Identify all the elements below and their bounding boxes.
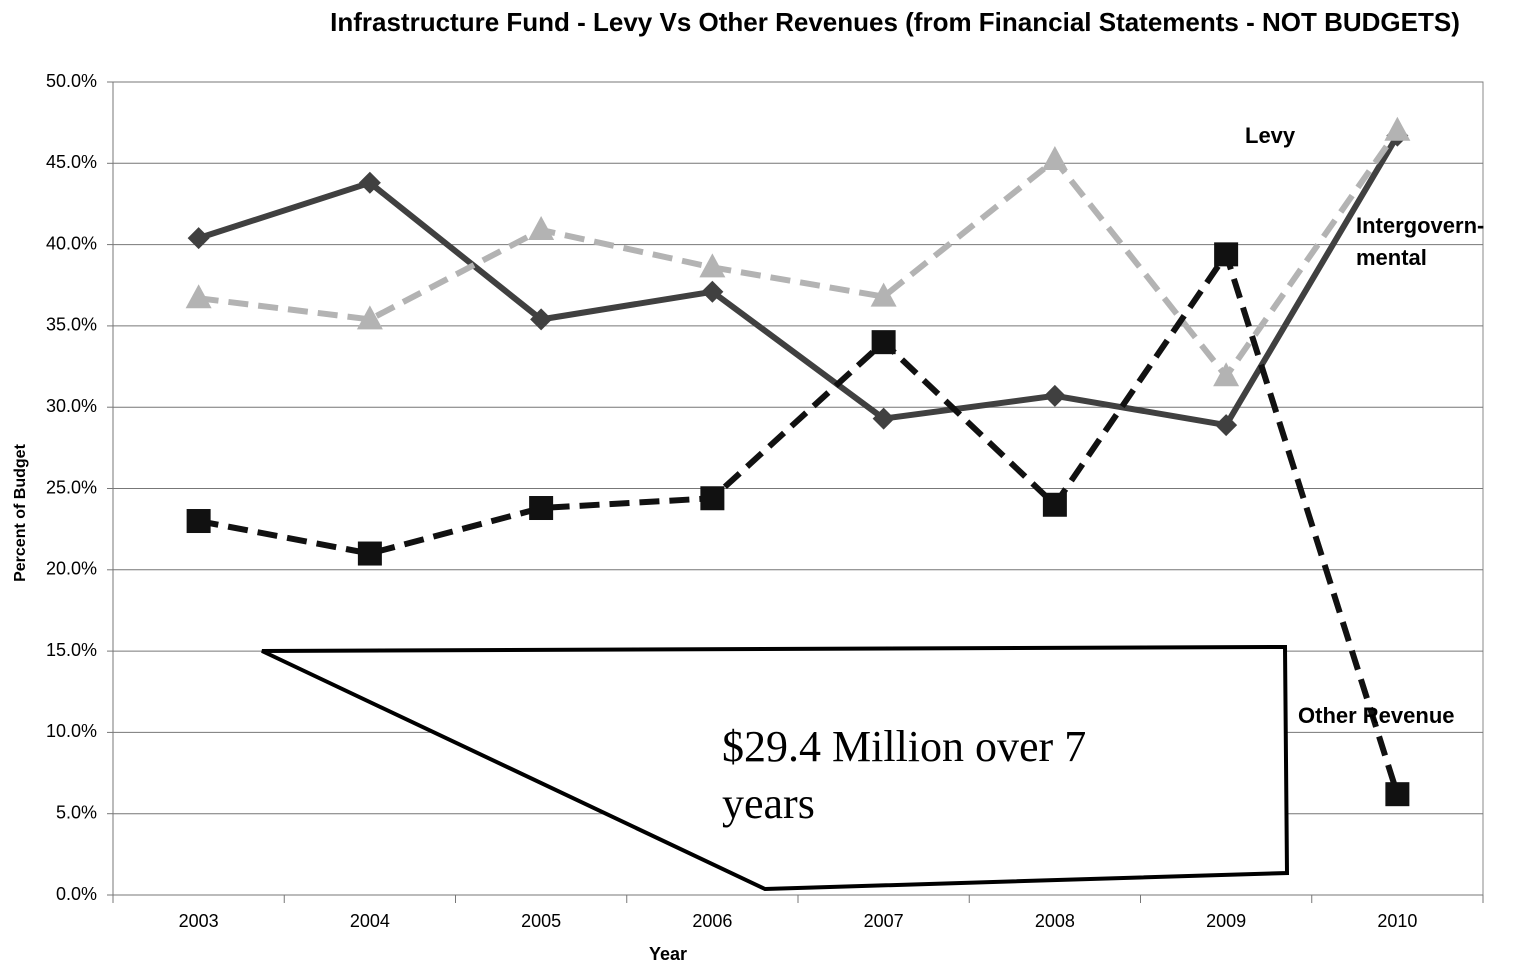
y-tick-label: 40.0% xyxy=(46,233,97,253)
x-tick-label: 2010 xyxy=(1377,911,1417,931)
marker xyxy=(699,253,726,278)
annotation: Other Revenue xyxy=(1298,703,1455,728)
x-tick-label: 2005 xyxy=(521,911,561,931)
marker xyxy=(1041,146,1068,171)
marker xyxy=(1213,362,1240,387)
annotation: Intergovern- xyxy=(1356,213,1484,238)
chart-title: Infrastructure Fund - Levy Vs Other Reve… xyxy=(330,7,1460,37)
x-tick-label: 2009 xyxy=(1206,911,1246,931)
marker xyxy=(700,486,725,511)
marker xyxy=(356,305,383,330)
x-tick-label: 2003 xyxy=(179,911,219,931)
marker xyxy=(185,284,212,309)
y-tick-label: 20.0% xyxy=(46,559,97,579)
marker xyxy=(871,330,896,355)
y-tick-label: 15.0% xyxy=(46,640,97,660)
annotation: mental xyxy=(1356,245,1427,270)
marker xyxy=(1043,384,1066,407)
y-tick-label: 45.0% xyxy=(46,152,97,172)
marker xyxy=(701,280,724,303)
x-tick-label: 2006 xyxy=(692,911,732,931)
marker xyxy=(187,227,210,250)
x-tick-label: 2007 xyxy=(864,911,904,931)
annotation: Levy xyxy=(1245,123,1296,148)
y-tick-label: 5.0% xyxy=(56,802,97,822)
marker xyxy=(357,541,382,566)
marker xyxy=(1384,116,1411,141)
callout-box xyxy=(261,644,1290,892)
callout-text: $29.4 Million over 7 years xyxy=(722,722,1087,828)
y-tick-label: 25.0% xyxy=(46,477,97,497)
marker xyxy=(1385,782,1410,807)
series-line xyxy=(197,134,1400,429)
series-line xyxy=(198,247,1401,796)
marker xyxy=(870,282,897,307)
marker xyxy=(1215,414,1238,437)
x-tick-label: 2008 xyxy=(1035,911,1075,931)
y-tick-label: 30.0% xyxy=(46,396,97,416)
marker xyxy=(529,496,554,521)
y-tick-label: 0.0% xyxy=(56,884,97,904)
y-tick-label: 50.0% xyxy=(46,71,97,91)
marker xyxy=(358,171,381,194)
x-axis-label: Year xyxy=(649,944,687,964)
marker xyxy=(1042,492,1067,517)
marker xyxy=(1214,242,1239,267)
y-tick-label: 10.0% xyxy=(46,721,97,741)
y-axis-label: Percent of Budget xyxy=(12,443,29,581)
x-tick-label: 2004 xyxy=(350,911,390,931)
y-tick-label: 35.0% xyxy=(46,315,97,335)
marker xyxy=(528,215,555,240)
marker xyxy=(530,308,553,331)
marker xyxy=(186,509,211,534)
marker xyxy=(872,407,895,430)
